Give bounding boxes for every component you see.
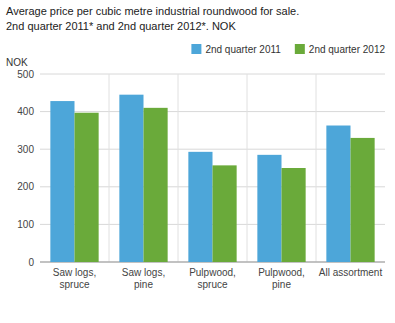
bar [282,168,306,262]
group-separator [109,74,110,262]
bar [326,126,350,262]
grid-line [40,74,385,75]
y-tick-label: 300 [17,144,34,155]
legend-swatch [295,44,305,54]
group-separator [178,74,179,262]
chart: Average price per cubic metre industrial… [0,0,395,323]
x-tick-label: Saw logs,spruce [53,267,96,290]
group-separator [316,74,317,262]
x-tick-label: Saw logs,pine [122,267,165,290]
bar [144,108,168,262]
bars [50,95,374,262]
subtitle: 2nd quarter 2011* and 2nd quarter 2012*.… [6,20,236,32]
y-tick-label: 400 [17,106,34,117]
grid [40,74,385,262]
x-tick-label: All assortment [319,267,383,278]
y-tick-label: 100 [17,219,34,230]
grid-line [40,111,385,112]
y-axis-label: NOK [6,57,28,68]
legend-swatch [191,44,201,54]
x-tick-label: Pulpwood,pine [258,267,305,290]
bar [257,155,281,262]
y-tick-label: 500 [17,69,34,80]
bar [75,113,99,262]
x-tick-label: Pulpwood,spruce [189,267,236,290]
legend: 2nd quarter 2011 2nd quarter 2012 [191,44,385,55]
group-separator [247,74,248,262]
bar [119,95,143,262]
bar [351,138,375,262]
title: Average price per cubic metre industrial… [6,5,299,17]
bar [188,152,212,262]
bar [50,101,74,262]
y-tick-label: 0 [28,257,34,268]
y-tick-label: 200 [17,181,34,192]
legend-label: 2nd quarter 2011 [205,44,281,55]
legend-label: 2nd quarter 2012 [309,44,386,55]
bar [213,165,237,262]
